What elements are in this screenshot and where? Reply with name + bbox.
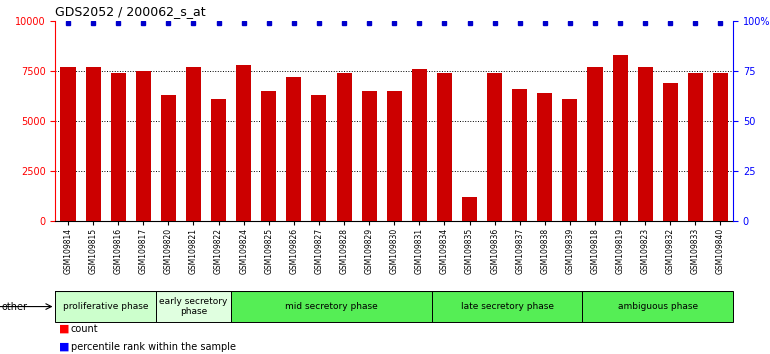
Text: mid secretory phase: mid secretory phase	[285, 302, 378, 311]
Bar	[588, 67, 603, 221]
Bar	[362, 91, 377, 221]
Bar	[462, 197, 477, 221]
Bar	[437, 73, 452, 221]
Text: count: count	[71, 324, 99, 334]
Bar	[336, 73, 352, 221]
Bar	[582, 291, 733, 322]
Bar	[156, 291, 231, 322]
Text: ambiguous phase: ambiguous phase	[618, 302, 698, 311]
Bar	[85, 67, 101, 221]
Bar	[613, 55, 628, 221]
Text: GDS2052 / 200062_s_at: GDS2052 / 200062_s_at	[55, 5, 206, 18]
Bar	[487, 73, 502, 221]
Bar	[231, 291, 432, 322]
Bar	[211, 99, 226, 221]
Text: percentile rank within the sample: percentile rank within the sample	[71, 342, 236, 352]
Bar	[286, 77, 301, 221]
Bar	[713, 73, 728, 221]
Bar	[55, 291, 156, 322]
Bar	[432, 291, 582, 322]
Bar	[111, 73, 126, 221]
Bar	[688, 73, 703, 221]
Bar	[412, 69, 427, 221]
Text: late secretory phase: late secretory phase	[460, 302, 554, 311]
Text: other: other	[2, 302, 28, 312]
Text: ■: ■	[59, 324, 70, 334]
Bar	[638, 67, 653, 221]
Bar	[236, 65, 251, 221]
Text: ■: ■	[59, 342, 70, 352]
Bar	[161, 95, 176, 221]
Bar	[311, 95, 326, 221]
Bar	[61, 67, 75, 221]
Bar	[261, 91, 276, 221]
Bar	[562, 99, 578, 221]
Bar	[186, 67, 201, 221]
Text: proliferative phase: proliferative phase	[63, 302, 149, 311]
Text: early secretory
phase: early secretory phase	[159, 297, 228, 316]
Bar	[663, 83, 678, 221]
Bar	[136, 71, 151, 221]
Bar	[387, 91, 402, 221]
Bar	[512, 89, 527, 221]
Bar	[537, 93, 552, 221]
